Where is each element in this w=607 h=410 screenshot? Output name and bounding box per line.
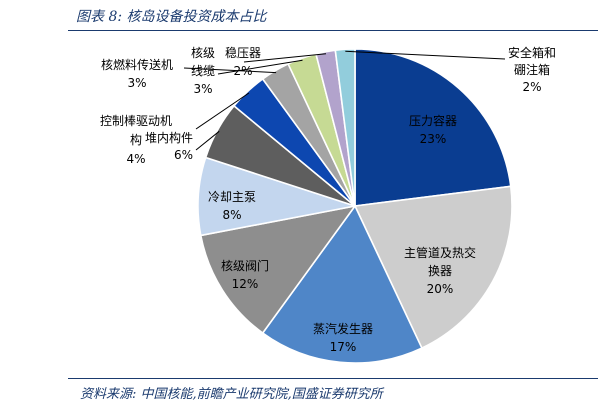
- leader-line: [183, 67, 277, 74]
- slice-labels: 压力容器 23% 主管道及热交换器 20% 蒸汽发生器 17% 核级阀门 12% 冷却主泵 8% 堆…: [100, 45, 556, 354]
- slice-label: 压力容器 23%: [409, 113, 457, 146]
- pie-slice: [354, 48, 512, 207]
- figure-source: 资料来源: 中国核能,前瞻产业研究院,国盛证券研究所: [80, 387, 383, 402]
- source-rule: [68, 378, 598, 379]
- slice-label: 主管道及热交换器 20%: [404, 245, 476, 296]
- slice-label: 核级阀门 12%: [221, 258, 269, 291]
- slice-label: 核燃料传送机 3%: [101, 57, 173, 90]
- pie-slice: [199, 204, 357, 335]
- leader-line: [195, 130, 220, 151]
- pie-slices: [197, 48, 513, 364]
- slice-label: 堆内构件 6%: [145, 130, 193, 162]
- pie-slice: [353, 185, 513, 350]
- slice-label: 冷却主泵 8%: [208, 190, 256, 222]
- slice-label: 核级线缆 3%: [191, 46, 215, 96]
- slice-label: 蒸汽发生器 17%: [313, 321, 373, 354]
- slice-label: 控制棒驱动机构 4%: [100, 114, 172, 166]
- leader-line: [195, 92, 250, 130]
- slice-label: 稳压器 2%: [225, 45, 261, 78]
- leader-line: [243, 53, 327, 63]
- leader-lines: [183, 50, 506, 151]
- pie-slice: [334, 48, 356, 207]
- leader-line: [345, 50, 506, 60]
- leader-line: [217, 59, 303, 75]
- pie-slice: [261, 204, 423, 364]
- title-rule: [68, 30, 598, 31]
- figure-title: 图表 8: 核岛设备投资成本占比: [76, 9, 267, 25]
- slice-label: 安全箱和硼注箱 2%: [508, 45, 556, 94]
